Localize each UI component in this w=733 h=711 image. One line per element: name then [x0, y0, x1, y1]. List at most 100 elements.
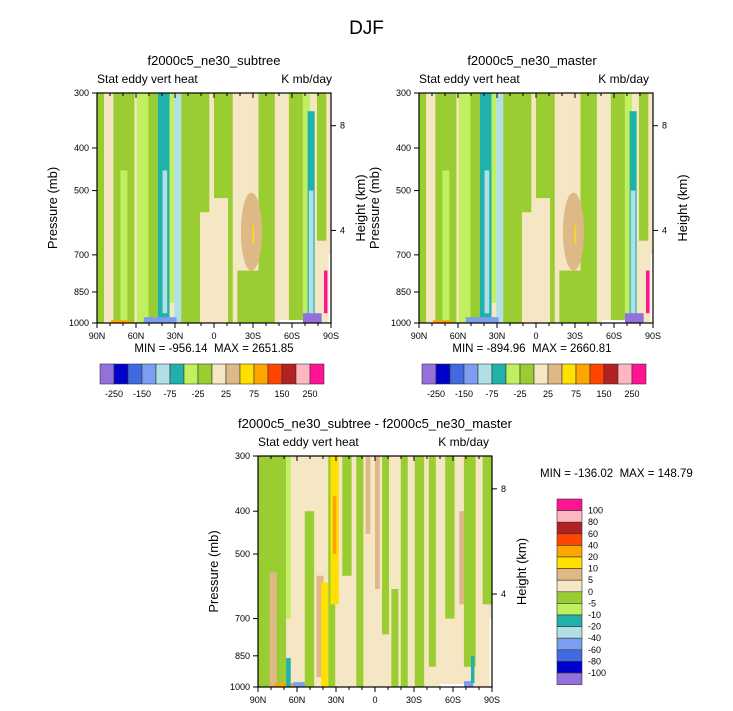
- panel-1-variable-label: Stat eddy vert heat: [97, 72, 198, 86]
- x-tick-label: 30S: [406, 695, 422, 705]
- colorbar-label: -25: [513, 389, 526, 399]
- colorbar-swatch: [225, 363, 241, 385]
- colorbar-swatch: [556, 510, 583, 523]
- contour-band: [391, 588, 399, 687]
- colorbar-swatch: [491, 363, 507, 385]
- colorbar-swatch: [617, 363, 633, 385]
- panel-2-min: MIN = -894.96: [452, 343, 526, 355]
- x-tick-label: 60S: [445, 695, 461, 705]
- y-tick-label: 850: [74, 287, 89, 297]
- colorbar-swatch: [421, 363, 437, 385]
- y-tick-label: 700: [235, 614, 250, 624]
- x-tick-label: 90N: [250, 695, 267, 705]
- panel-2-units-label: K mb/day: [598, 72, 649, 86]
- colorbar-swatch: [556, 626, 583, 639]
- x-tick-label: 0: [211, 331, 216, 341]
- x-tick-label: 90N: [89, 331, 106, 341]
- contour-band: [470, 93, 480, 323]
- colorbar-swatch: [575, 363, 591, 385]
- colorbar-swatch: [556, 579, 583, 593]
- colorbar-label: 75: [249, 389, 259, 399]
- contour-band: [302, 93, 310, 323]
- colorbar-swatch: [533, 363, 549, 385]
- y2-tick-label: 8: [662, 121, 667, 131]
- contour-band: [445, 456, 455, 619]
- panel-3-variable-label: Stat eddy vert heat: [258, 435, 359, 449]
- contour-band: [559, 270, 583, 323]
- colorbar-swatch: [556, 545, 583, 558]
- colorbar-label: 150: [274, 389, 289, 399]
- contour-band: [503, 93, 522, 323]
- contour-band: [316, 93, 327, 241]
- colorbar-label: 0: [588, 587, 593, 597]
- contour-band: [148, 93, 158, 323]
- contour-band: [169, 93, 175, 303]
- y-tick-label: 400: [74, 143, 89, 153]
- y-axis-label: Pressure (mb): [206, 530, 221, 612]
- panel-1-plot: 90N 60N 30N 0 30S 60S 90S 300 400 500 700 850 1000 8 4…: [45, 88, 368, 341]
- y-tick-label: 400: [235, 506, 250, 516]
- contour-band: [414, 456, 425, 687]
- colorbar-label: -5: [588, 598, 596, 608]
- contour-blob: [252, 225, 255, 244]
- colorbar-label: 5: [588, 575, 593, 585]
- colorbar-label: 75: [571, 389, 581, 399]
- panel-1-minmax: MIN = -956.14 MAX = 2651.85: [97, 343, 331, 355]
- y-tick-label: 1000: [391, 318, 411, 328]
- colorbar-label: -20: [588, 622, 601, 632]
- colorbar-label: -40: [588, 633, 601, 643]
- colorbar-swatch: [281, 363, 297, 385]
- missing-data-region: [601, 320, 625, 323]
- x-tick-label: 90S: [323, 331, 339, 341]
- colorbar-label: -80: [588, 656, 601, 666]
- contour-blob: [323, 270, 328, 314]
- colorbar-swatch: [589, 363, 605, 385]
- colorbar-label: -10: [588, 610, 601, 620]
- y-tick-label: 300: [396, 88, 411, 98]
- colorbar-label: -250: [105, 389, 123, 399]
- contour-band: [638, 93, 649, 241]
- contour-band: [610, 93, 625, 323]
- x-tick-label: 60S: [284, 331, 300, 341]
- contour-band: [304, 511, 315, 687]
- colorbar-swatch: [253, 363, 269, 385]
- contour-band: [482, 456, 492, 605]
- contour-band: [174, 93, 182, 323]
- y-tick-label: 850: [396, 287, 411, 297]
- colorbar-swatch: [295, 363, 311, 385]
- contour-blob: [463, 681, 474, 687]
- panel-3-units-label: K mb/day: [438, 435, 489, 449]
- y-tick-label: 700: [396, 250, 411, 260]
- y-tick-label: 300: [74, 88, 89, 98]
- contour-band: [484, 170, 490, 314]
- y-axis-label: Pressure (mb): [45, 167, 60, 249]
- panel-2-minmax: MIN = -894.96 MAX = 2660.81: [415, 343, 649, 355]
- contour-band: [288, 93, 303, 323]
- contour-blob: [465, 317, 499, 323]
- contour-band: [365, 456, 371, 534]
- panel-3-title: f2000c5_ne30_subtree - f2000c5_ne30_mast…: [238, 416, 512, 431]
- colorbar-swatch: [603, 363, 619, 385]
- contour-blob: [274, 683, 294, 687]
- contour-band: [258, 93, 275, 323]
- contour-blob: [470, 655, 475, 684]
- colorbar-swatch: [556, 568, 583, 581]
- missing-data-region: [650, 254, 653, 323]
- colorbar-swatch: [155, 363, 171, 385]
- colorbar-swatch: [556, 498, 583, 511]
- contour-band: [332, 496, 337, 555]
- colorbar-swatch: [556, 533, 583, 546]
- colorbar-swatch: [556, 637, 583, 651]
- colorbar-swatch: [556, 672, 583, 685]
- colorbar-label: 80: [588, 517, 598, 527]
- colorbar-swatch: [211, 363, 227, 385]
- colorbar-swatch: [99, 363, 115, 385]
- contour-band: [458, 93, 471, 323]
- y2-tick-label: 4: [340, 225, 345, 235]
- contour-blob: [562, 192, 584, 271]
- panel-1-colorbar: -250 -150 -75 -25 25 75 150 250: [99, 363, 325, 399]
- contour-band: [400, 456, 408, 687]
- panel-2-title: f2000c5_ne30_master: [467, 53, 597, 68]
- missing-data-region: [279, 320, 303, 323]
- colorbar-swatch: [561, 363, 577, 385]
